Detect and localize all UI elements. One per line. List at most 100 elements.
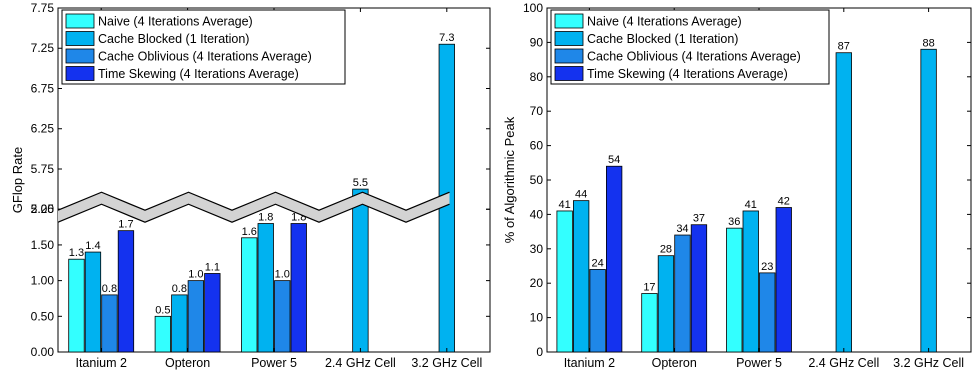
bar <box>154 315 172 353</box>
bar-value-label: 1.1 <box>205 261 220 273</box>
bar <box>241 237 258 353</box>
bar <box>187 280 205 353</box>
bar-value-label: 87 <box>838 41 850 53</box>
bar-value-label: 1.3 <box>69 247 84 259</box>
legend-label: Cache Blocked (1 Iteration) <box>587 32 738 46</box>
legend-swatch <box>554 31 584 46</box>
legend-swatch <box>65 31 95 46</box>
legend-box <box>61 9 346 85</box>
bar <box>674 234 691 353</box>
legend-label: Naive (4 Iterations Average) <box>98 15 253 29</box>
y-tick-label: 100 <box>523 1 543 15</box>
y-tick-label: 30 <box>530 242 544 256</box>
bar <box>589 269 606 353</box>
bar-value-label: 34 <box>676 223 688 235</box>
y-tick-label: 80 <box>530 70 544 84</box>
x-tick-label: Opteron <box>165 356 210 370</box>
y-tick-label: 90 <box>530 35 544 49</box>
x-tick-label: 2.4 GHz Cell <box>325 356 396 370</box>
y-tick-label: 1.50 <box>31 238 55 252</box>
legend-label: Cache Oblivious (4 Iterations Average) <box>587 50 801 64</box>
bar <box>641 293 658 353</box>
bar-value-label: 1.4 <box>85 240 100 252</box>
legend-label: Time Skewing (4 Iterations Average) <box>98 67 299 81</box>
legend-label: Naive (4 Iterations Average) <box>587 15 742 29</box>
bar <box>171 294 188 353</box>
bar-value-label: 1.7 <box>118 219 133 231</box>
y-tick-label: 10 <box>530 311 544 325</box>
legend-swatch <box>65 66 95 81</box>
y-tick-label: 60 <box>530 139 544 153</box>
bar-value-label: 5.5 <box>353 177 368 189</box>
x-tick-label: Itanium 2 <box>75 356 126 370</box>
x-tick-label: Itanium 2 <box>564 356 615 370</box>
bar-value-label: 41 <box>559 199 571 211</box>
y-tick-label: 0.00 <box>31 345 55 359</box>
x-tick-label: 3.2 GHz Cell <box>893 356 964 370</box>
y-axis-label: GFlop Rate <box>10 147 25 213</box>
bar-value-label: 36 <box>728 216 740 228</box>
legend-swatch <box>65 48 95 64</box>
bar-value-label: 23 <box>761 261 773 273</box>
legend-swatch <box>554 66 584 81</box>
y-tick-label: 20 <box>530 276 544 290</box>
legend-swatch <box>554 13 584 29</box>
y-axis-label: % of Algorithmic Peak <box>502 116 517 243</box>
y-tick-label: 1.00 <box>31 274 55 288</box>
bar <box>204 273 221 353</box>
bar-value-label: 88 <box>922 37 934 49</box>
bar-value-label: 0.8 <box>172 283 187 295</box>
bar <box>257 223 274 353</box>
bar <box>690 224 708 353</box>
bar-value-label: 17 <box>643 282 655 294</box>
bar <box>352 188 369 353</box>
y-tick-label: 6.75 <box>31 81 55 95</box>
y-tick-label: 7.25 <box>31 41 55 55</box>
bar <box>775 207 792 353</box>
bar <box>68 258 85 353</box>
bar-value-label: 44 <box>575 189 587 201</box>
bar <box>274 280 291 353</box>
bar-value-label: 1.0 <box>188 269 203 281</box>
y-tick-label: 40 <box>530 207 544 221</box>
bar <box>117 230 135 353</box>
y-tick-label: 5.25 <box>31 202 55 216</box>
bar-value-label: 7.3 <box>439 32 454 44</box>
y-tick-label: 6.25 <box>31 122 55 136</box>
y-tick-label: 70 <box>530 104 544 118</box>
bar-value-label: 28 <box>660 244 672 256</box>
bar <box>290 223 307 353</box>
y-tick-label: 2.00 <box>31 202 55 216</box>
chart-percent-peak: 0 10 20 30 40 50 60 70 80 90 100 % of Algorithmic P… <box>502 1 972 370</box>
y-tick-label: 7.75 <box>31 1 55 15</box>
legend-label: Cache Blocked (1 Iteration) <box>98 32 249 46</box>
legend-swatch <box>554 48 584 64</box>
bar <box>920 48 937 353</box>
bar-value-label: 37 <box>693 213 705 225</box>
bar-value-label: 0.5 <box>155 304 170 316</box>
bar-value-label: 24 <box>592 257 604 269</box>
legend-box <box>550 9 830 85</box>
y-tick-label: 0.50 <box>31 309 55 323</box>
x-tick-label: 2.4 GHz Cell <box>808 356 879 370</box>
bar <box>726 227 743 353</box>
bar-value-label: 1.8 <box>258 212 273 224</box>
bar-value-label: 41 <box>745 199 757 211</box>
x-tick-label: Power 5 <box>251 356 297 370</box>
x-tick-label: 3.2 GHz Cell <box>411 356 482 370</box>
bar <box>835 52 852 353</box>
legend-label: Cache Oblivious (4 Iterations Average) <box>98 50 312 64</box>
y-tick-label: 5.75 <box>31 162 55 176</box>
x-tick-label: Power 5 <box>736 356 782 370</box>
bar <box>556 210 573 353</box>
bar <box>573 200 590 353</box>
axis-break-band <box>58 192 450 223</box>
y-tick-label: 0 <box>536 345 543 359</box>
bar <box>657 255 675 353</box>
bar <box>84 251 102 353</box>
legend-swatch <box>65 13 95 29</box>
legend-label: Time Skewing (4 Iterations Average) <box>587 67 788 81</box>
bar <box>759 272 776 353</box>
axis-break-line <box>57 203 450 223</box>
